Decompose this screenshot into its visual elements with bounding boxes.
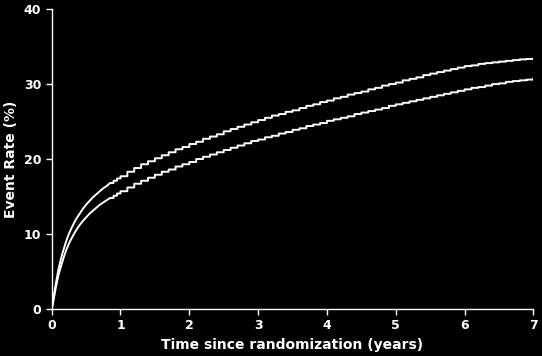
X-axis label: Time since randomization (years): Time since randomization (years) (162, 338, 424, 352)
Y-axis label: Event Rate (%): Event Rate (%) (4, 100, 18, 218)
